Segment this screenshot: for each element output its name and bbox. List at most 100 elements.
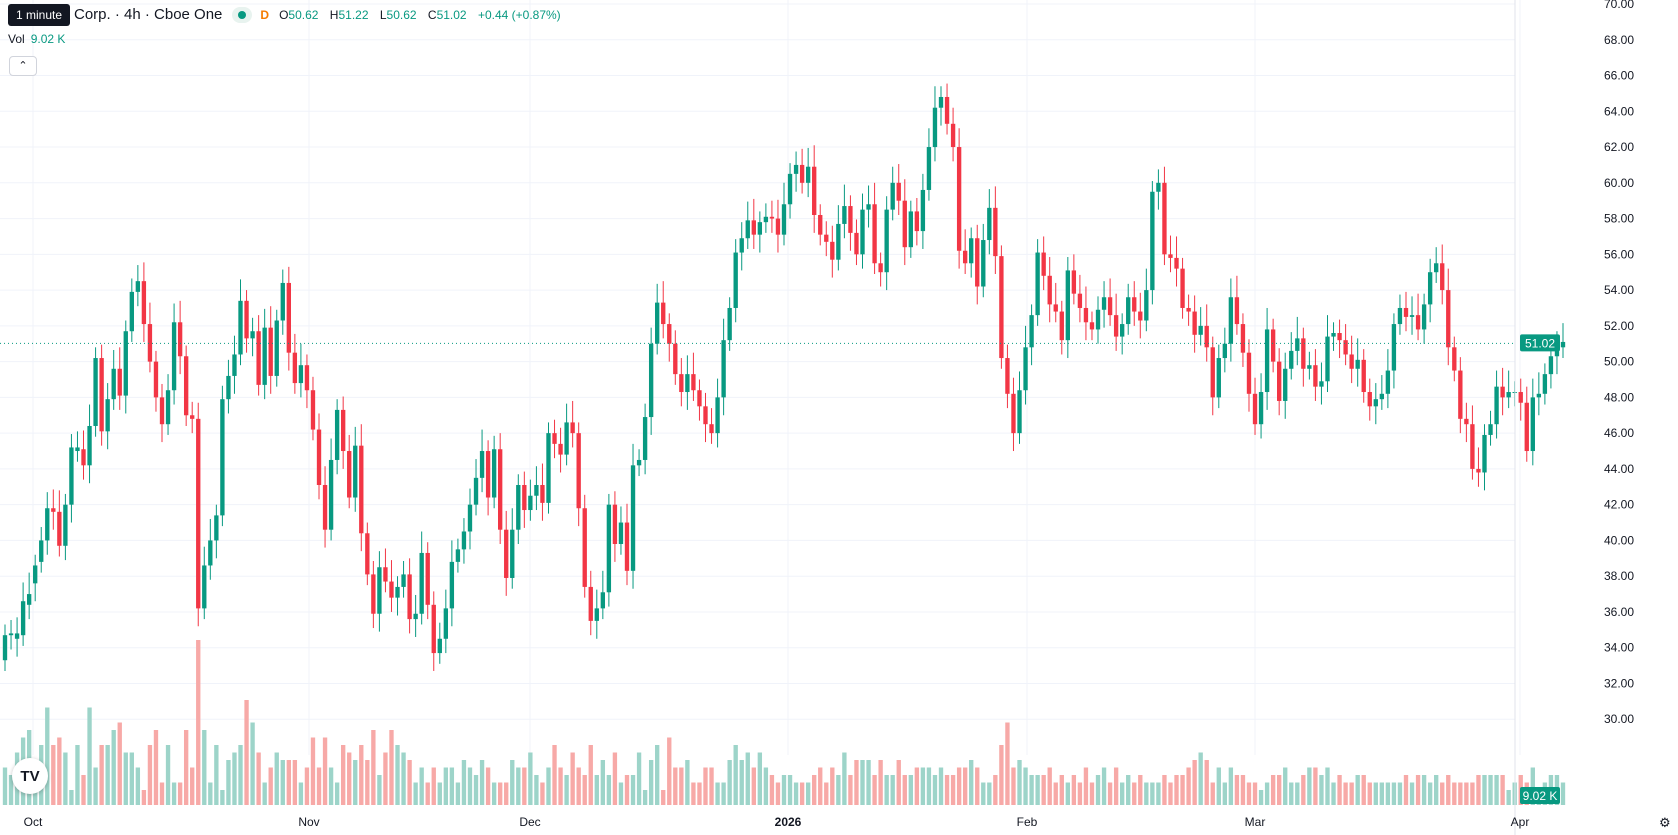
volume-bar: [1337, 775, 1342, 805]
chevron-up-icon[interactable]: ⌃: [9, 56, 37, 76]
price-tick-label: 38.00: [1604, 569, 1634, 583]
volume-bar: [334, 782, 340, 805]
volume-bar: [848, 775, 853, 805]
volume-bar: [1458, 782, 1463, 805]
volume-bar: [799, 782, 805, 805]
volume-bar: [1113, 767, 1119, 805]
settings-icon[interactable]: ⚙: [1659, 815, 1671, 830]
volume-bar: [697, 782, 702, 805]
candle-body: [824, 234, 829, 242]
candle-body: [1440, 263, 1445, 291]
volume-bar: [437, 782, 442, 805]
volume-bar: [105, 745, 110, 805]
candle-body: [655, 302, 660, 344]
volume-value: 9.02 K: [30, 32, 66, 46]
volume-bar: [842, 752, 847, 805]
volume-bar: [69, 790, 74, 805]
candle-body: [1343, 340, 1348, 355]
volume-bar: [890, 775, 895, 805]
interval-badge: D: [260, 7, 270, 22]
candle-body: [1132, 297, 1137, 312]
volume-bar: [642, 790, 648, 805]
candle-body: [1530, 397, 1535, 452]
candle-body: [987, 207, 992, 241]
candle-body: [220, 399, 225, 516]
candle-body: [812, 166, 817, 215]
candle-body: [443, 608, 449, 639]
volume-bar: [606, 775, 612, 805]
volume-bar: [123, 752, 128, 805]
candle-body: [805, 166, 811, 183]
candle-body: [709, 424, 714, 434]
volume-bar: [999, 745, 1004, 805]
candle-body: [286, 282, 291, 353]
volume-bar: [1470, 782, 1475, 805]
candle-body: [630, 465, 636, 571]
volume-bar: [498, 782, 503, 805]
volume-bar: [244, 700, 249, 805]
volume-bar: [1041, 775, 1046, 805]
volume-bar: [1488, 775, 1493, 805]
candle-body: [902, 200, 907, 248]
candle-body: [431, 604, 436, 654]
candle-body: [262, 327, 267, 385]
volume-bar: [775, 782, 781, 805]
volume-bar: [932, 775, 938, 805]
candle-body: [624, 522, 630, 571]
candle-body: [304, 365, 310, 391]
volume-bar: [1331, 782, 1336, 805]
candle-body: [546, 433, 551, 503]
volume-bar: [1101, 767, 1107, 805]
candle-body: [1397, 307, 1403, 325]
tradingview-logo-icon[interactable]: TV: [12, 758, 48, 794]
candle-body: [359, 445, 364, 534]
price-tick-label: 62.00: [1604, 140, 1634, 154]
price-tick-label: 66.00: [1604, 69, 1634, 83]
volume-bar: [1186, 767, 1191, 805]
volume-bar: [226, 760, 231, 805]
volume-bar: [1138, 775, 1143, 805]
candle-body: [310, 390, 316, 430]
candle-body: [769, 216, 775, 219]
price-tick-label: 68.00: [1604, 33, 1634, 47]
candle-body: [1005, 358, 1010, 394]
candle-body: [1083, 307, 1089, 323]
market-status-icon[interactable]: [232, 6, 253, 23]
candle-body: [51, 508, 56, 512]
price-tick-label: 40.00: [1604, 533, 1634, 547]
volume-bar: [812, 775, 817, 805]
candle-body: [196, 418, 201, 609]
candle-body: [498, 449, 503, 530]
candle-body: [401, 574, 406, 587]
candle-body: [274, 320, 279, 376]
candle-body: [787, 173, 793, 205]
candle-body: [872, 204, 877, 264]
volume-bar: [1210, 782, 1215, 805]
volume-bar: [147, 745, 153, 805]
candle-body: [1107, 297, 1113, 316]
candle-body: [292, 352, 298, 384]
high-value: 51.22: [338, 7, 369, 22]
candle-body: [159, 397, 165, 425]
volume-bar: [781, 775, 787, 805]
candle-body: [1023, 347, 1028, 391]
candle-body: [679, 374, 684, 393]
candle-body: [594, 608, 599, 621]
candle-body: [1192, 311, 1197, 335]
candle-body: [1295, 338, 1300, 351]
candle-body: [981, 240, 986, 287]
volume-bar: [1325, 767, 1330, 805]
candle-body: [504, 529, 509, 578]
candle-body: [81, 449, 86, 466]
candle-body: [153, 361, 159, 398]
volume-bar: [969, 760, 974, 805]
candle-body: [8, 633, 14, 636]
candle-body: [715, 397, 720, 434]
candle-body: [1506, 392, 1511, 398]
symbol-title[interactable]: Corp. · 4h · Cboe One: [74, 6, 223, 23]
candle-body: [854, 232, 859, 255]
volume-bar: [1047, 767, 1052, 805]
time-tick-label: 2026: [775, 815, 802, 829]
volume-bar: [1397, 782, 1403, 805]
